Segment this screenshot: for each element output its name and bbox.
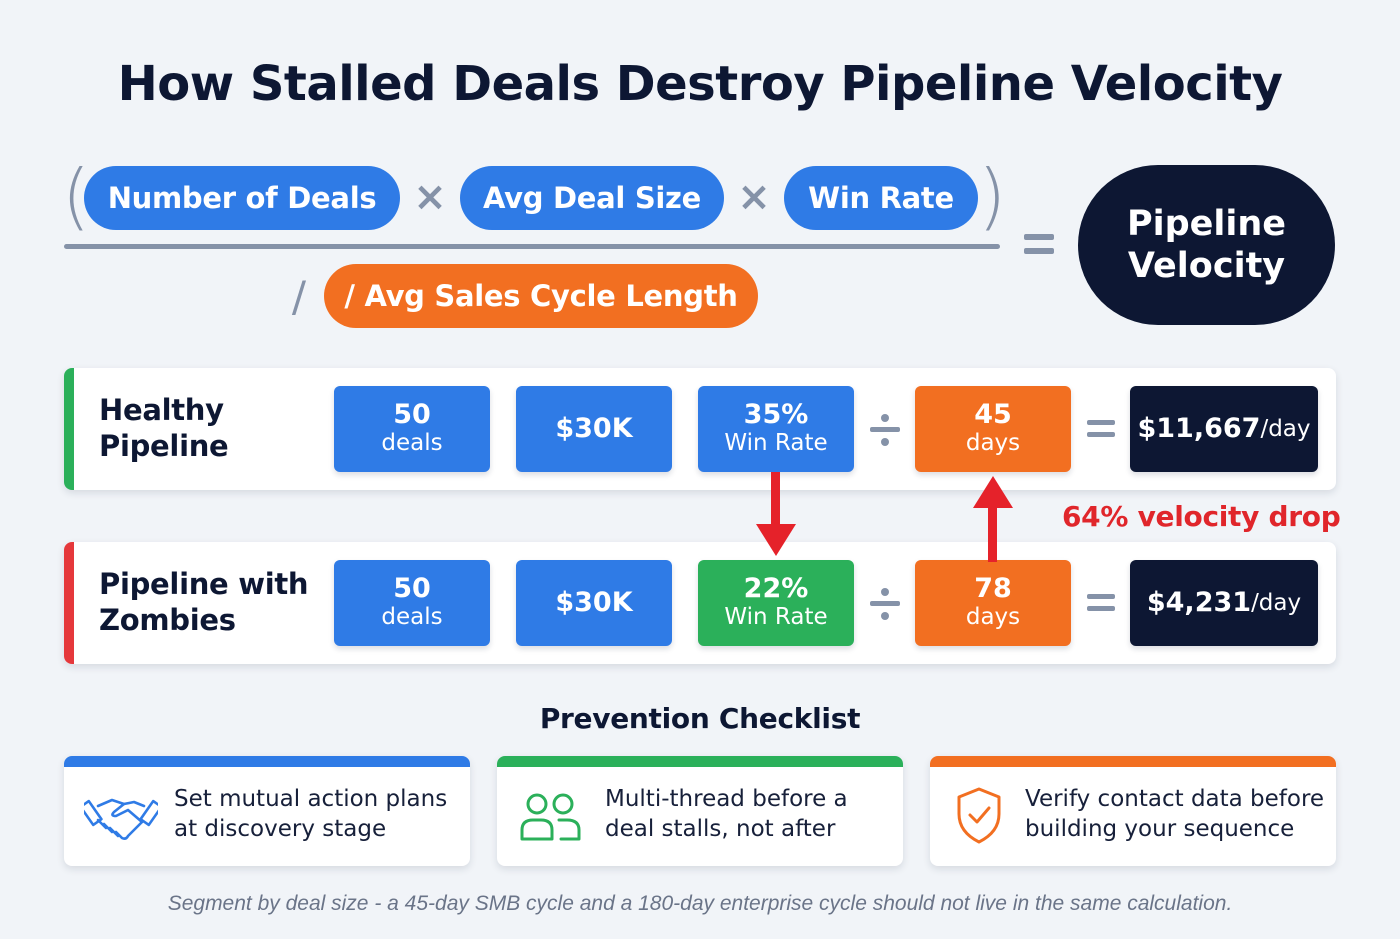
deals-box: 50 deals bbox=[334, 560, 490, 646]
healthy-pipeline-row: Healthy Pipeline 50 deals $30K 35% Win R… bbox=[64, 368, 1336, 490]
checklist-item-verify-contact-data: Verify contact data before building your… bbox=[930, 756, 1336, 866]
multiply-icon: × bbox=[737, 174, 771, 220]
page-title: How Stalled Deals Destroy Pipeline Veloc… bbox=[117, 56, 1283, 112]
pipeline-velocity-result: Pipeline Velocity bbox=[1078, 165, 1335, 325]
cycle-value: 45 bbox=[974, 399, 1012, 431]
row-accent-green bbox=[64, 368, 74, 490]
velocity-value: $4,231 bbox=[1146, 587, 1252, 619]
cycle-box: 78 days bbox=[915, 560, 1071, 646]
checklist-text: Multi-thread before a deal stalls, not a… bbox=[605, 786, 848, 843]
deals-box: 50 deals bbox=[334, 386, 490, 472]
divide-icon bbox=[870, 412, 900, 448]
deal-size-box: $30K bbox=[516, 386, 672, 472]
row-label: Pipeline with Zombies bbox=[99, 567, 309, 638]
equals-icon bbox=[1087, 420, 1115, 442]
formula-avg-sales-cycle: / Avg Sales Cycle Length bbox=[324, 264, 758, 328]
deal-size-value: $30K bbox=[555, 587, 633, 619]
deals-value: 50 bbox=[393, 399, 431, 431]
cycle-unit: days bbox=[965, 604, 1021, 631]
cycle-value: 78 bbox=[974, 573, 1012, 605]
checklist-text: Verify contact data before building your… bbox=[1025, 786, 1325, 843]
handshake-icon bbox=[84, 798, 158, 840]
row-label: Healthy Pipeline bbox=[99, 393, 229, 464]
zombie-pipeline-row: Pipeline with Zombies 50 deals $30K 22% … bbox=[64, 542, 1336, 664]
equals-icon bbox=[1087, 594, 1115, 616]
deals-unit: deals bbox=[381, 430, 443, 457]
win-rate-unit: Win Rate bbox=[724, 430, 828, 457]
equals-icon bbox=[1024, 234, 1054, 254]
deals-unit: deals bbox=[381, 604, 443, 631]
velocity-result-box: $11,667/day bbox=[1130, 386, 1318, 472]
multiply-icon: × bbox=[413, 174, 447, 220]
deals-value: 50 bbox=[393, 573, 431, 605]
formula-avg-deal-size: Avg Deal Size bbox=[460, 166, 724, 230]
win-rate-unit: Win Rate bbox=[724, 604, 828, 631]
formula-number-of-deals: Number of Deals bbox=[84, 166, 400, 230]
win-rate-box: 35% Win Rate bbox=[698, 386, 854, 472]
shield-check-icon bbox=[957, 787, 1001, 844]
checklist-title: Prevention Checklist bbox=[539, 702, 861, 735]
win-rate-value: 22% bbox=[743, 573, 809, 605]
row-accent-red bbox=[64, 542, 74, 664]
cycle-unit: days bbox=[965, 430, 1021, 457]
arrow-down-icon bbox=[756, 472, 796, 556]
checklist-item-multi-thread: Multi-thread before a deal stalls, not a… bbox=[497, 756, 903, 866]
cycle-box: 45 days bbox=[915, 386, 1071, 472]
card-top-bar bbox=[930, 756, 1336, 767]
divide-slash-icon: / bbox=[291, 272, 307, 321]
divide-icon bbox=[870, 586, 900, 622]
deal-size-value: $30K bbox=[555, 413, 633, 445]
win-rate-box: 22% Win Rate bbox=[698, 560, 854, 646]
close-paren: ) bbox=[978, 154, 1007, 238]
checklist-item-mutual-action-plans: Set mutual action plans at discovery sta… bbox=[64, 756, 470, 866]
win-rate-value: 35% bbox=[743, 399, 809, 431]
velocity-drop-label: 64% velocity drop bbox=[1062, 500, 1341, 533]
card-top-bar bbox=[497, 756, 903, 767]
velocity-unit: /day bbox=[1260, 416, 1311, 442]
card-top-bar bbox=[64, 756, 470, 767]
checklist-text: Set mutual action plans at discovery sta… bbox=[174, 786, 448, 843]
footnote: Segment by deal size - a 45-day SMB cycl… bbox=[167, 892, 1233, 915]
velocity-value: $11,667 bbox=[1137, 413, 1261, 445]
formula-win-rate: Win Rate bbox=[784, 166, 978, 230]
velocity-result-box: $4,231/day bbox=[1130, 560, 1318, 646]
fraction-line bbox=[64, 244, 1000, 249]
velocity-unit: /day bbox=[1251, 590, 1302, 616]
users-icon bbox=[520, 793, 581, 841]
deal-size-box: $30K bbox=[516, 560, 672, 646]
arrow-up-icon bbox=[973, 476, 1013, 562]
